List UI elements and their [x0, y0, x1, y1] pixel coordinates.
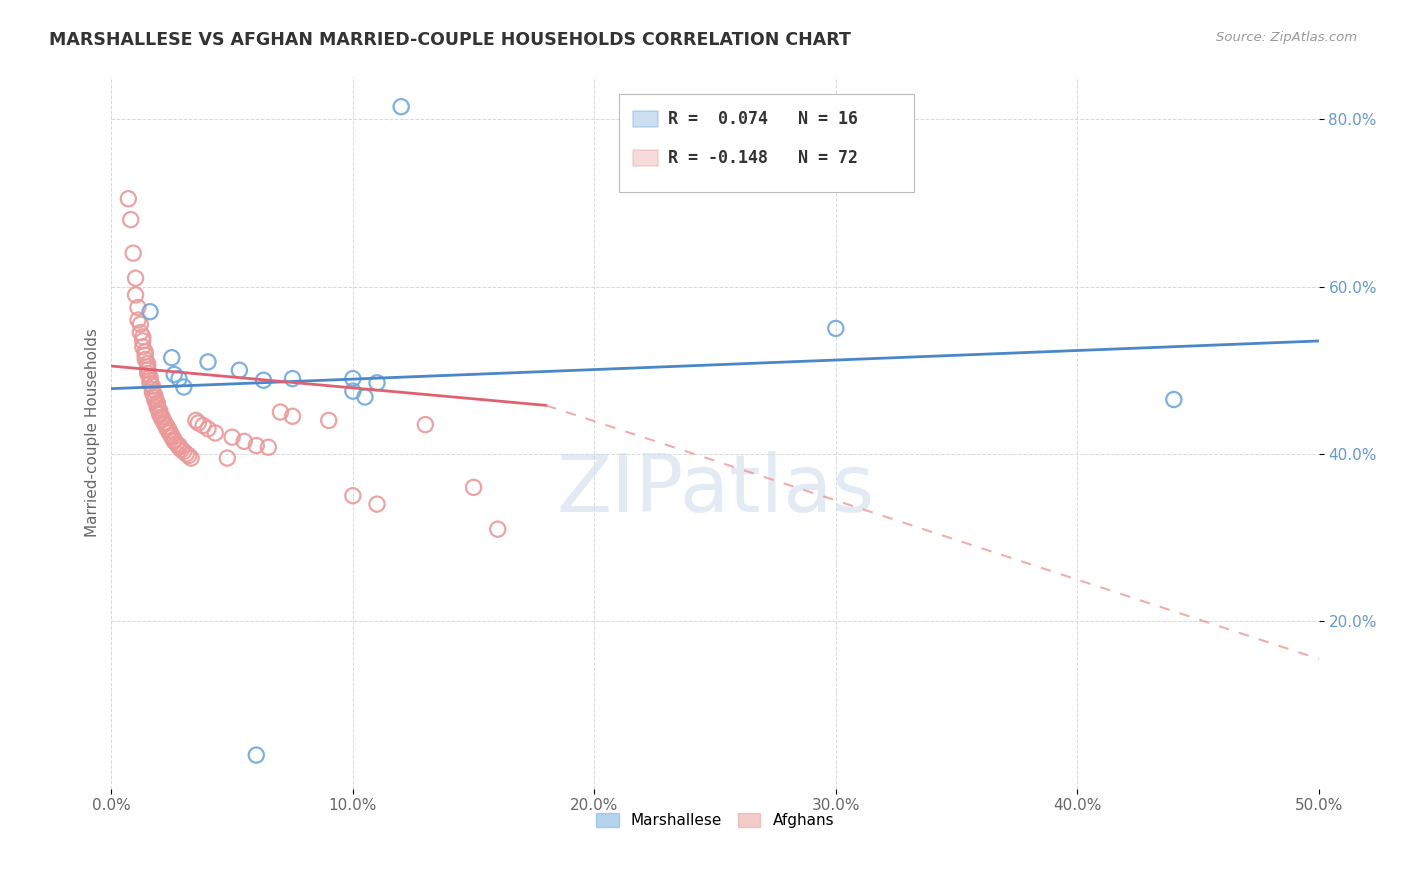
Point: [136, 367, 159, 381]
Point: [139, 304, 162, 318]
Legend: Marshallese, Afghans: Marshallese, Afghans: [589, 806, 841, 834]
Point: [156, 422, 179, 436]
Point: [281, 371, 304, 385]
Y-axis label: Married-couple Households: Married-couple Households: [86, 328, 100, 537]
Point: [160, 428, 183, 442]
Point: [127, 313, 149, 327]
Point: [204, 425, 226, 440]
Point: [153, 415, 176, 429]
Text: Source: ZipAtlas.com: Source: ZipAtlas.com: [1216, 31, 1357, 45]
Point: [166, 437, 188, 451]
Point: [153, 417, 176, 431]
Point: [141, 379, 163, 393]
Point: [160, 351, 183, 365]
Point: [1163, 392, 1185, 407]
Point: [221, 430, 243, 444]
Text: ZIPatlas: ZIPatlas: [555, 450, 875, 529]
Point: [143, 388, 166, 402]
Point: [366, 497, 388, 511]
Point: [252, 373, 274, 387]
Point: [150, 412, 173, 426]
Point: [217, 451, 239, 466]
Point: [157, 424, 180, 438]
Point: [173, 444, 195, 458]
Point: [167, 440, 190, 454]
Point: [141, 385, 163, 400]
Point: [180, 451, 202, 466]
Point: [157, 425, 180, 440]
Point: [413, 417, 436, 432]
Point: [269, 405, 291, 419]
Point: [187, 416, 209, 430]
Point: [824, 321, 846, 335]
Point: [139, 373, 162, 387]
Point: [122, 246, 145, 260]
Point: [163, 368, 186, 382]
Point: [149, 408, 172, 422]
Point: [245, 438, 267, 452]
Point: [281, 409, 304, 424]
Point: [197, 355, 219, 369]
Point: [136, 359, 159, 374]
Point: [156, 419, 179, 434]
Point: [342, 371, 364, 385]
Text: MARSHALLESE VS AFGHAN MARRIED-COUPLE HOUSEHOLDS CORRELATION CHART: MARSHALLESE VS AFGHAN MARRIED-COUPLE HOU…: [49, 31, 851, 49]
Point: [366, 376, 388, 390]
Point: [134, 348, 156, 362]
Point: [342, 489, 364, 503]
Point: [129, 317, 152, 331]
Point: [139, 376, 162, 391]
Point: [124, 288, 146, 302]
Point: [120, 212, 142, 227]
Point: [318, 413, 340, 427]
Point: [191, 418, 214, 433]
Point: [167, 438, 190, 452]
Point: [129, 326, 152, 340]
Point: [149, 406, 172, 420]
Point: [389, 100, 412, 114]
Point: [170, 442, 193, 457]
Point: [245, 747, 267, 762]
Point: [132, 330, 155, 344]
Point: [173, 380, 195, 394]
Point: [124, 271, 146, 285]
Point: [134, 352, 156, 367]
Point: [139, 370, 162, 384]
Point: [163, 433, 186, 447]
Text: R =  0.074   N = 16: R = 0.074 N = 16: [668, 110, 858, 128]
Point: [354, 390, 377, 404]
Point: [463, 480, 485, 494]
Point: [342, 384, 364, 399]
Point: [146, 396, 169, 410]
Point: [141, 383, 163, 397]
Point: [132, 334, 155, 348]
Point: [117, 192, 139, 206]
Point: [174, 447, 197, 461]
Point: [160, 430, 183, 444]
Point: [127, 301, 149, 315]
Point: [143, 393, 166, 408]
Point: [486, 522, 509, 536]
Point: [184, 413, 207, 427]
Point: [149, 403, 172, 417]
Point: [136, 363, 159, 377]
Point: [136, 357, 159, 371]
Text: R = -0.148   N = 72: R = -0.148 N = 72: [668, 149, 858, 167]
Point: [228, 363, 250, 377]
Point: [146, 398, 169, 412]
Point: [163, 434, 186, 449]
Point: [134, 344, 156, 359]
Point: [233, 434, 256, 449]
Point: [257, 440, 280, 454]
Point: [132, 340, 155, 354]
Point: [177, 449, 200, 463]
Point: [167, 371, 190, 385]
Point: [143, 391, 166, 405]
Point: [197, 422, 219, 436]
Point: [150, 410, 173, 425]
Point: [146, 401, 169, 415]
